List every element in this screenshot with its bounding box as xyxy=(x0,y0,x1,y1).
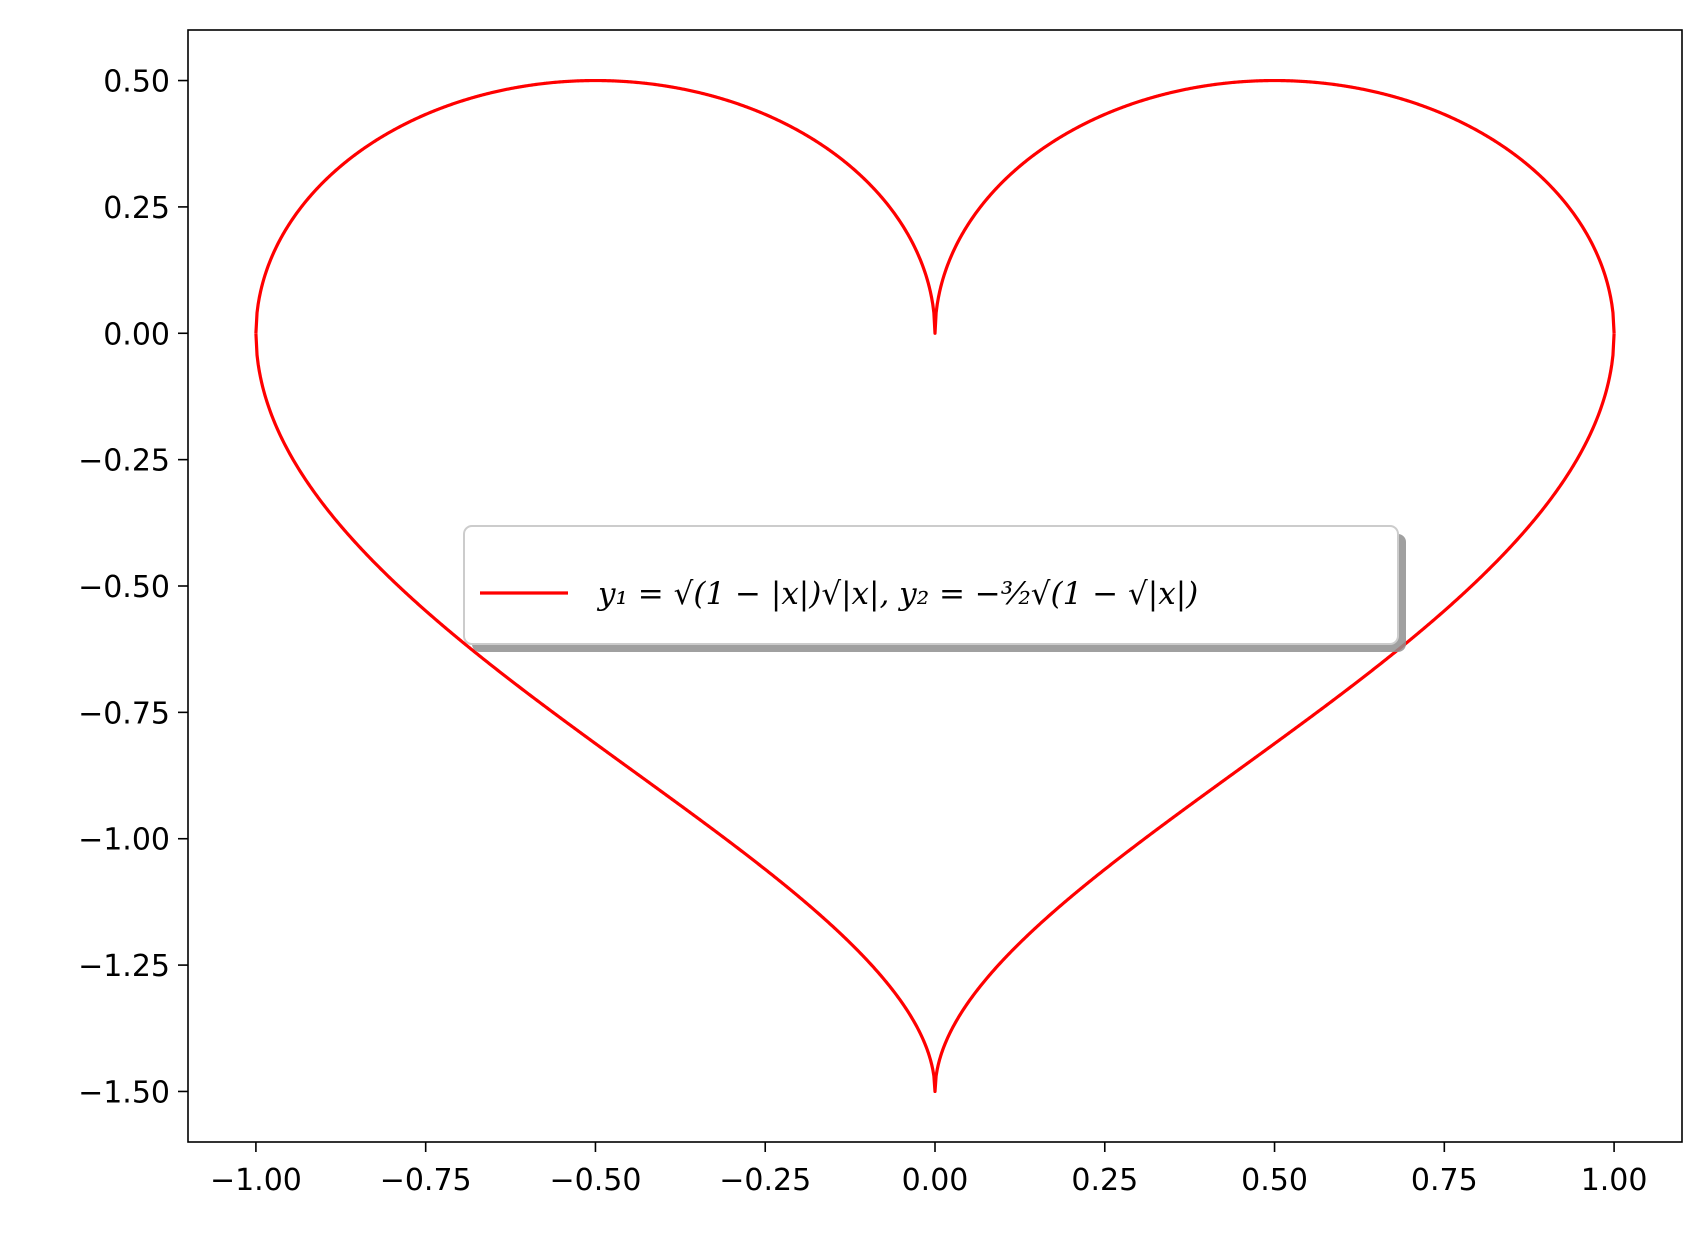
x-tick-label: −0.25 xyxy=(719,1163,811,1198)
x-tick-label: 0.25 xyxy=(1071,1163,1138,1198)
y-axis-ticks: 0.50 0.25 0.00 −0.25 −0.50 −0.75 −1.00 −1.25 −1.… xyxy=(78,65,188,1110)
x-axis-ticks: −1.00 −0.75 −0.50 −0.25 0.00 0.25 0.50 0.75 1.00 xyxy=(210,1142,1648,1198)
x-tick-label: 1.00 xyxy=(1581,1163,1648,1198)
y-tick-label: 0.00 xyxy=(103,317,170,352)
legend: y₁ = √(1 − |x|)√|x|, y₂ = −³⁄₂√(1 − √|x|… xyxy=(463,525,1406,652)
axes-frame xyxy=(187,29,1683,1143)
series-line-lower xyxy=(254,333,1616,1094)
y-tick-label: −0.75 xyxy=(78,696,170,731)
y-tick-label: −1.50 xyxy=(78,1075,170,1110)
plot-area xyxy=(254,78,1616,1094)
y-tick-label: 0.50 xyxy=(103,65,170,100)
x-tick-label: 0.00 xyxy=(902,1163,969,1198)
y-tick-label: −0.25 xyxy=(78,444,170,479)
legend-label: y₁ = √(1 − |x|)√|x|, y₂ = −³⁄₂√(1 − √|x|… xyxy=(596,576,1198,612)
y-tick-label: −1.25 xyxy=(78,949,170,984)
x-tick-label: −0.50 xyxy=(549,1163,641,1198)
x-tick-label: −0.75 xyxy=(380,1163,472,1198)
y-tick-label: −1.00 xyxy=(78,823,170,858)
x-tick-label: 0.50 xyxy=(1241,1163,1308,1198)
x-tick-label: −1.00 xyxy=(210,1163,302,1198)
series-line-upper xyxy=(254,78,1616,335)
y-tick-label: −0.50 xyxy=(78,570,170,605)
x-tick-label: 0.75 xyxy=(1411,1163,1478,1198)
y-tick-label: 0.25 xyxy=(103,191,170,226)
legend-box xyxy=(463,525,1399,645)
